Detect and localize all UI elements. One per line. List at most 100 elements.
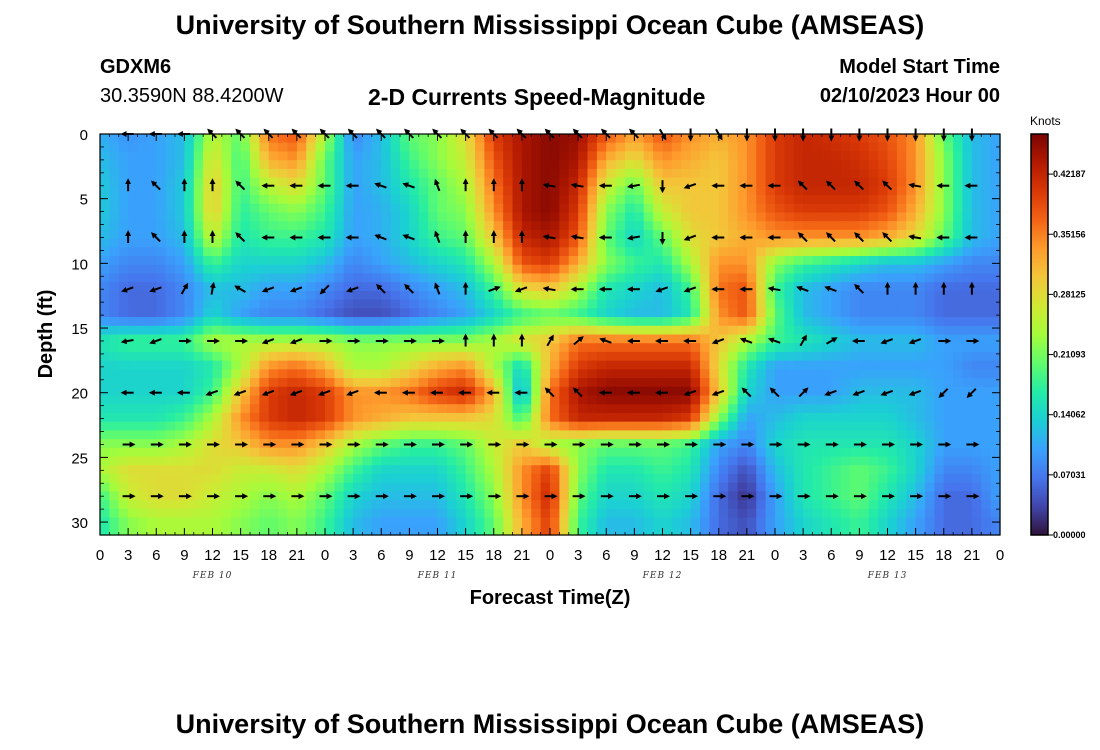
- heatmap-cell: [896, 430, 907, 440]
- heatmap-cell: [100, 299, 110, 309]
- heatmap-cell: [775, 447, 785, 458]
- heatmap-cell: [625, 412, 635, 423]
- heatmap-cell: [465, 264, 476, 275]
- heatmap-cell: [437, 168, 448, 179]
- heatmap-cell: [559, 491, 570, 501]
- heatmap-cell: [962, 360, 973, 370]
- heatmap-cell: [381, 500, 392, 510]
- heatmap-cell: [784, 491, 795, 501]
- heatmap-cell: [643, 456, 654, 466]
- heatmap-cell: [568, 517, 579, 527]
- heatmap-cell: [437, 290, 448, 301]
- heatmap-cell: [503, 369, 514, 379]
- heatmap-cell: [156, 378, 167, 388]
- heatmap-cell: [662, 386, 673, 397]
- heatmap-cell: [690, 395, 701, 405]
- heatmap-cell: [784, 142, 795, 153]
- heatmap-cell: [671, 378, 682, 388]
- heatmap-cell: [596, 447, 607, 458]
- heatmap-cell: [878, 160, 889, 170]
- heatmap-cell: [868, 508, 879, 519]
- heatmap-cell: [296, 177, 307, 187]
- heatmap-cell: [906, 378, 917, 388]
- heatmap-cell: [653, 256, 664, 266]
- heatmap-cell: [943, 473, 954, 484]
- heatmap-cell: [915, 290, 926, 301]
- heatmap-cell: [137, 334, 148, 344]
- heatmap-cell: [184, 517, 195, 527]
- heatmap-cell: [793, 378, 804, 388]
- heatmap-cell: [896, 168, 907, 179]
- heatmap-cell: [690, 256, 701, 266]
- heatmap-cell: [315, 508, 326, 519]
- heatmap-cell: [568, 212, 579, 222]
- heatmap-cell: [409, 203, 420, 214]
- heatmap-cell: [550, 238, 560, 248]
- heatmap-cell: [475, 430, 485, 440]
- heatmap-cell: [634, 160, 645, 170]
- heatmap-cell: [765, 517, 776, 527]
- heatmap-cell: [221, 378, 232, 388]
- heatmap-cell: [409, 134, 420, 144]
- heatmap-cell: [221, 351, 232, 362]
- heatmap-cell: [437, 500, 448, 510]
- heatmap-cell: [240, 421, 251, 431]
- heatmap-cell: [868, 412, 879, 423]
- heatmap-cell: [681, 465, 692, 475]
- heatmap-cell: [859, 308, 870, 318]
- heatmap-cell: [634, 221, 645, 231]
- heatmap-cell: [531, 404, 542, 414]
- heatmap-cell: [915, 465, 926, 475]
- heatmap-cell: [643, 308, 654, 318]
- heatmap-cell: [859, 264, 870, 275]
- heatmap-cell: [212, 465, 223, 475]
- heatmap-cell: [175, 299, 185, 309]
- heatmap-cell: [475, 247, 485, 257]
- heatmap-cell: [287, 177, 298, 187]
- heatmap-cell: [137, 134, 148, 144]
- heatmap-cell: [709, 351, 720, 362]
- heatmap-cell: [203, 299, 214, 309]
- heatmap-cell: [231, 430, 242, 440]
- heatmap-cell: [268, 308, 279, 318]
- heatmap-cell: [831, 308, 842, 318]
- heatmap-cell: [803, 482, 814, 493]
- heatmap-cell: [343, 203, 354, 214]
- heatmap-cell: [906, 508, 917, 519]
- heatmap-cell: [821, 203, 832, 214]
- heatmap-cell: [371, 456, 382, 466]
- heatmap-cell: [906, 325, 917, 336]
- heatmap-cell: [296, 482, 307, 493]
- heatmap-cell: [775, 299, 785, 309]
- heatmap-cell: [850, 134, 860, 144]
- heatmap-cell: [578, 247, 589, 257]
- heatmap-cell: [165, 229, 176, 240]
- heatmap-cell: [746, 282, 757, 292]
- heatmap-cell: [465, 273, 476, 283]
- heatmap-cell: [784, 404, 795, 414]
- heatmap-cell: [428, 517, 439, 527]
- heatmap-cell: [540, 395, 551, 405]
- heatmap-cell: [381, 473, 392, 484]
- colorbar-tick-label: 0.14062: [1053, 410, 1086, 420]
- heatmap-cell: [531, 386, 542, 397]
- heatmap-cell: [793, 221, 804, 231]
- heatmap-cell: [456, 160, 467, 170]
- heatmap-cell: [746, 517, 757, 527]
- heatmap-cell: [475, 465, 485, 475]
- heatmap-cell: [653, 360, 664, 370]
- heatmap-cell: [568, 447, 579, 458]
- heatmap-cell: [775, 334, 785, 344]
- current-vector-arrow: [544, 387, 555, 398]
- heatmap-cell: [690, 212, 701, 222]
- heatmap-cell: [250, 290, 260, 301]
- heatmap-cell: [878, 473, 889, 484]
- heatmap-cell: [512, 412, 523, 423]
- heatmap-cell: [615, 151, 626, 161]
- heatmap-cell: [371, 465, 382, 475]
- heatmap-cell: [568, 395, 579, 405]
- heatmap-cell: [296, 308, 307, 318]
- heatmap-cell: [793, 290, 804, 301]
- heatmap-cell: [165, 473, 176, 484]
- heatmap-cell: [540, 517, 551, 527]
